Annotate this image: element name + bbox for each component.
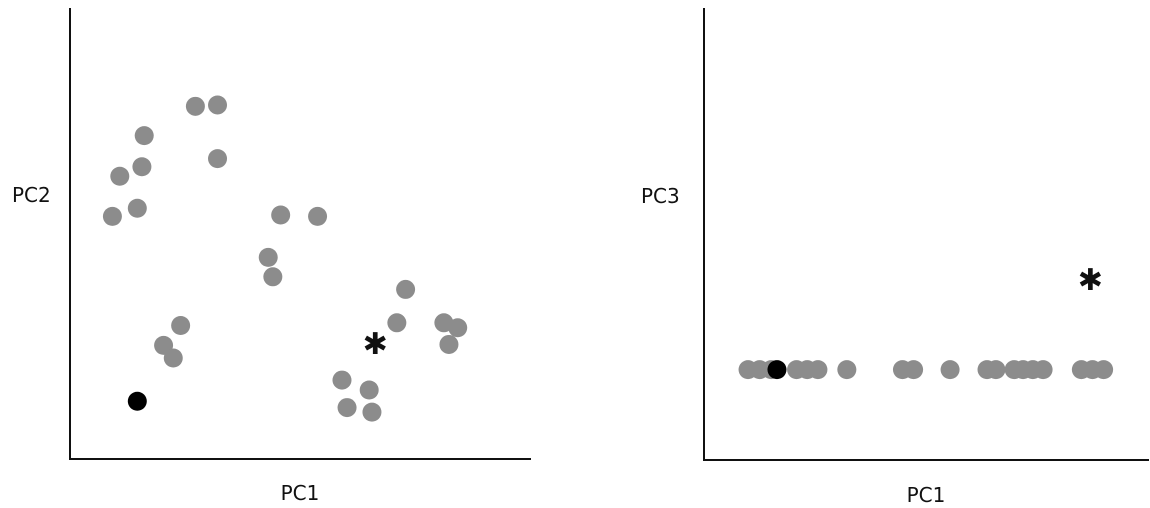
left-data-point: [163, 348, 183, 368]
chart-panel-pc3-vs-pc1: ✱ PC3 PC1: [641, 8, 1149, 507]
right-y-axis-title: PC3: [641, 184, 680, 208]
left-x-axis-title: PC1: [281, 481, 320, 505]
right-data-point: [808, 360, 828, 380]
left-data-point: [102, 206, 122, 226]
left-data-point: [263, 267, 283, 287]
left-data-point: [448, 318, 468, 338]
right-data-point: [904, 360, 924, 380]
chart-left-marks: ✱: [102, 95, 468, 422]
right-data-point: [940, 360, 960, 380]
left-data-point: [171, 316, 191, 336]
left-data-point: [271, 205, 291, 225]
left-data-point: [332, 370, 352, 390]
left-y-axis-title: PC2: [12, 183, 51, 207]
left-data-point: [308, 206, 328, 226]
left-data-point: [439, 334, 459, 354]
left-data-point: [127, 198, 147, 218]
right-data-point: [1094, 360, 1114, 380]
right-data-point: [986, 360, 1006, 380]
left-asterisk-point: ✱: [363, 327, 388, 362]
left-data-point: [396, 279, 416, 299]
left-data-point: [110, 166, 130, 186]
left-data-point: [208, 149, 228, 169]
right-data-point: [1033, 360, 1053, 380]
chart-panel-pc2-vs-pc1: ✱ PC2 PC1: [12, 8, 531, 505]
right-x-axis-title: PC1: [907, 483, 946, 507]
left-data-point: [337, 398, 357, 418]
left-data-point: [185, 96, 205, 116]
left-highlight-point: [127, 391, 147, 411]
left-data-point: [132, 157, 152, 177]
chart-right-marks: ✱: [738, 263, 1114, 380]
right-highlight-point: [767, 360, 787, 380]
left-data-point: [359, 380, 379, 400]
left-data-point: [387, 313, 407, 333]
left-data-point: [362, 402, 382, 422]
left-data-point: [134, 126, 154, 146]
right-data-point: [837, 360, 857, 380]
left-data-point: [258, 247, 278, 267]
right-asterisk-point: ✱: [1078, 263, 1103, 298]
left-data-point: [208, 95, 228, 115]
